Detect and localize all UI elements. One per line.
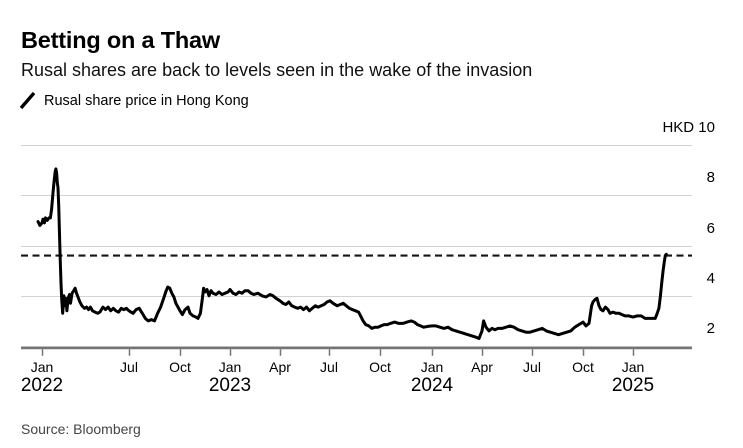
y-axis-label: 8 xyxy=(706,169,715,187)
x-axis-month-label: Apr xyxy=(269,359,291,375)
x-axis-month-label: Jul xyxy=(120,359,138,375)
x-axis-month-label: Apr xyxy=(471,359,493,375)
y-axis-label: 6 xyxy=(706,219,715,237)
x-axis-month-label: Jan xyxy=(420,359,444,375)
chart-title: Betting on a Thaw xyxy=(21,27,220,53)
legend: Rusal share price in Hong Kong xyxy=(19,91,249,110)
x-axis-month-label: Oct xyxy=(369,359,391,375)
y-axis-label: 2 xyxy=(706,320,715,337)
y-axis-label: HKD 10 xyxy=(662,119,715,136)
x-axis-month-label: Jan xyxy=(30,359,54,375)
price-line xyxy=(36,167,668,340)
y-axis-label: 4 xyxy=(706,269,715,287)
source-note: Source: Bloomberg xyxy=(21,421,141,437)
x-axis-month-label: Jul xyxy=(523,359,541,375)
x-axis-year-label: 2025 xyxy=(611,375,655,396)
chart-subtitle: Rusal shares are back to levels seen in … xyxy=(21,60,533,80)
x-axis-year-label: 2022 xyxy=(20,375,64,396)
x-axis-month-label: Oct xyxy=(572,359,594,375)
x-axis-month-label: Jan xyxy=(621,359,645,375)
x-axis-year-label: 2024 xyxy=(410,375,454,396)
slash-icon xyxy=(19,91,36,110)
legend-label: Rusal share price in Hong Kong xyxy=(44,92,249,109)
x-axis-month-label: Oct xyxy=(169,359,191,375)
x-axis-month-label: Jul xyxy=(320,359,338,375)
x-axis-month-label: Jan xyxy=(218,359,242,375)
x-axis-year-label: 2023 xyxy=(208,375,252,396)
